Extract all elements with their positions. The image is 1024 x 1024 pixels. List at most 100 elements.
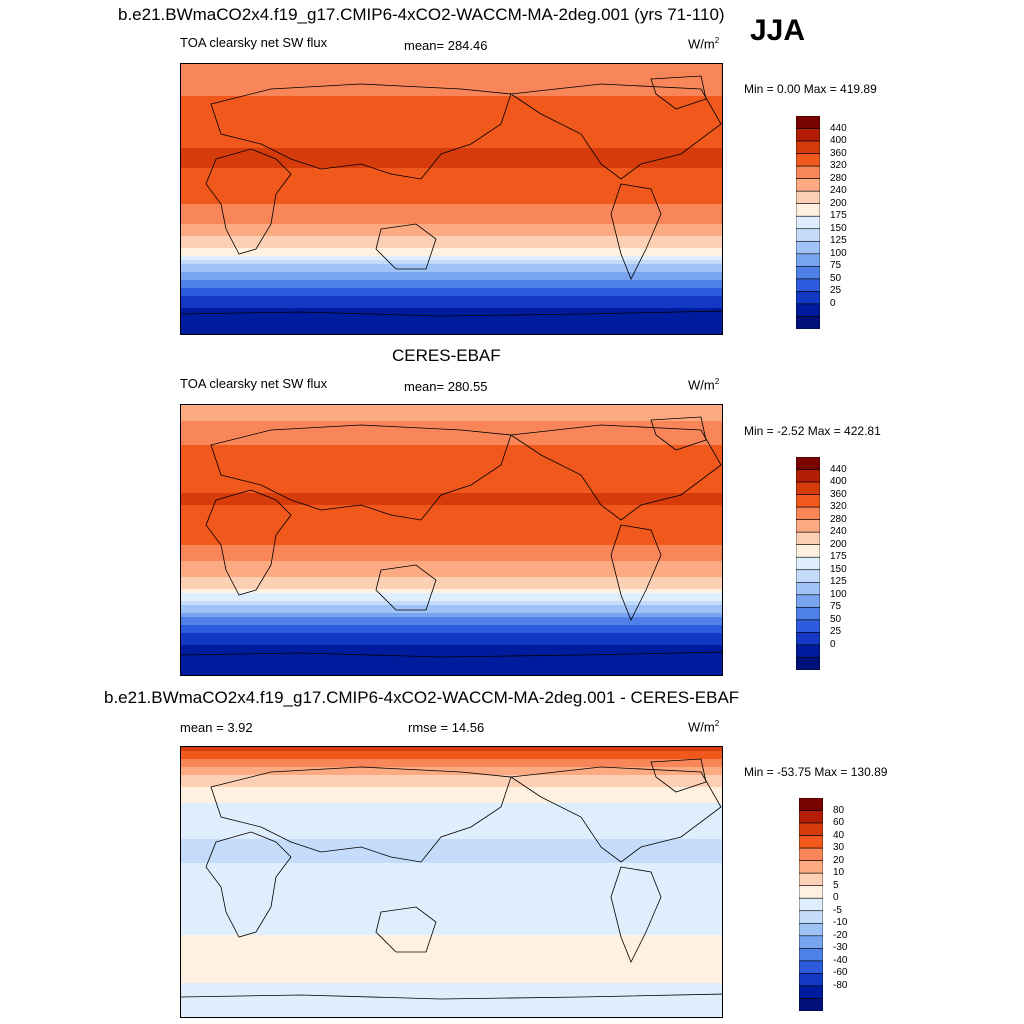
colorbar-swatch	[795, 240, 821, 255]
australia-outline	[375, 906, 437, 953]
zonal-band	[181, 1007, 722, 1012]
zonal-band	[181, 232, 722, 237]
zonal-band	[181, 597, 722, 602]
zonal-band	[181, 324, 722, 329]
colorbar-swatch	[795, 581, 821, 596]
colorbar-swatch	[798, 885, 824, 899]
zonal-band	[181, 959, 722, 964]
zonal-band	[181, 264, 722, 269]
zonal-band	[181, 477, 722, 482]
zonal-band	[181, 405, 722, 410]
zonal-band	[181, 509, 722, 514]
colorbar-swatch	[798, 822, 824, 836]
season-label: JJA	[750, 14, 806, 47]
zonal-band	[181, 991, 722, 996]
colorbar-tick-label: 25	[830, 285, 842, 297]
zonal-band	[181, 569, 722, 574]
colorbar-swatch	[798, 860, 824, 874]
zonal-band	[181, 453, 722, 458]
colorbar-tick-label: 440	[830, 122, 847, 134]
panel3-map	[180, 746, 723, 1018]
zonal-band	[181, 653, 722, 658]
zonal-band	[181, 152, 722, 157]
zonal-band	[181, 815, 722, 820]
colorbar-tick-label: -10	[833, 917, 848, 929]
zonal-band	[181, 112, 722, 117]
zonal-band	[181, 461, 722, 466]
zonal-band	[181, 585, 722, 590]
panel2-colorbar: 440 400 360 320 280 240 200 175 150 125 100 75 50 25 0	[795, 456, 847, 675]
zonal-band	[181, 633, 722, 638]
zonal-band	[181, 505, 722, 510]
colorbar-swatch	[798, 948, 824, 962]
zonal-band	[181, 204, 722, 209]
panel3-minmax: Min = -53.75 Max = 130.89	[744, 765, 888, 779]
south-america-outline	[610, 183, 662, 280]
zonal-band	[181, 673, 722, 675]
colorbar-tick-label: 75	[830, 260, 842, 272]
zonal-band	[181, 513, 722, 518]
panel2-coastlines	[181, 416, 722, 658]
zonal-band	[181, 180, 722, 185]
colorbar-swatch	[795, 494, 821, 508]
zonal-band	[181, 971, 722, 976]
zonal-band	[181, 517, 722, 522]
colorbar-tick-label: 150	[830, 222, 847, 234]
colorbar-swatch	[795, 506, 821, 520]
colorbar-tick-label: 0	[830, 638, 836, 650]
zonal-band	[181, 771, 722, 776]
panel3-colorbar: 80 60 40 30 20 10 5 0 -5 -10 -20 -30 -40 -60 -80	[798, 797, 847, 1016]
eurasia-outline	[210, 766, 512, 863]
panel1-variable-label: TOA clearsky net SW flux	[180, 35, 328, 50]
zonal-band	[181, 839, 722, 844]
colorbar-tick-label: 280	[830, 172, 847, 184]
zonal-band	[181, 927, 722, 932]
zonal-band	[181, 208, 722, 213]
colorbar-tick-label: 280	[830, 513, 847, 525]
panel1-colorbar-swatches	[795, 115, 821, 330]
zonal-band	[181, 795, 722, 800]
zonal-band	[181, 751, 722, 756]
panel2-map	[180, 404, 723, 676]
zonal-band	[181, 939, 722, 944]
zonal-band	[181, 533, 722, 538]
zonal-band	[181, 755, 722, 760]
colorbar-swatch	[795, 291, 821, 305]
antarctica-outline	[181, 993, 722, 1000]
colorbar-swatch	[795, 153, 821, 167]
colorbar-tick-label: 240	[830, 526, 847, 538]
zonal-band	[181, 747, 722, 752]
zonal-band	[181, 767, 722, 772]
panel1-minmax: Min = 0.00 Max = 419.89	[744, 82, 877, 96]
panel1-colorbar: 440 400 360 320 280 240 200 175 150 125 100 75 50 25 0	[795, 115, 847, 334]
zonal-band	[181, 613, 722, 618]
zonal-band	[181, 907, 722, 912]
zonal-band	[181, 328, 722, 333]
australia-outline	[375, 223, 437, 270]
colorbar-swatch	[795, 544, 821, 558]
zonal-band	[181, 316, 722, 321]
zonal-band	[181, 308, 722, 313]
zonal-band	[181, 136, 722, 141]
zonal-band	[181, 819, 722, 824]
zonal-band	[181, 465, 722, 470]
eurasia-outline	[210, 424, 512, 521]
zonal-band	[181, 224, 722, 229]
colorbar-swatch	[798, 922, 824, 937]
panel1-title: b.e21.BWmaCO2x4.f19_g17.CMIP6-4xCO2-WACC…	[118, 5, 725, 24]
zonal-band	[181, 883, 722, 888]
panel2-colorbar-swatches	[795, 456, 821, 671]
zonal-band	[181, 124, 722, 129]
zonal-band	[181, 72, 722, 77]
zonal-band	[181, 485, 722, 490]
zonal-band	[181, 629, 722, 634]
zonal-band	[181, 200, 722, 205]
zonal-band	[181, 787, 722, 792]
zonal-band	[181, 108, 722, 113]
colorbar-tick-label: 100	[830, 588, 847, 600]
panel3-coastlines	[181, 758, 722, 1000]
zonal-band	[181, 541, 722, 546]
north-america-outline	[509, 83, 722, 180]
colorbar-tick-label: 440	[830, 463, 847, 475]
zonal-band	[181, 561, 722, 566]
